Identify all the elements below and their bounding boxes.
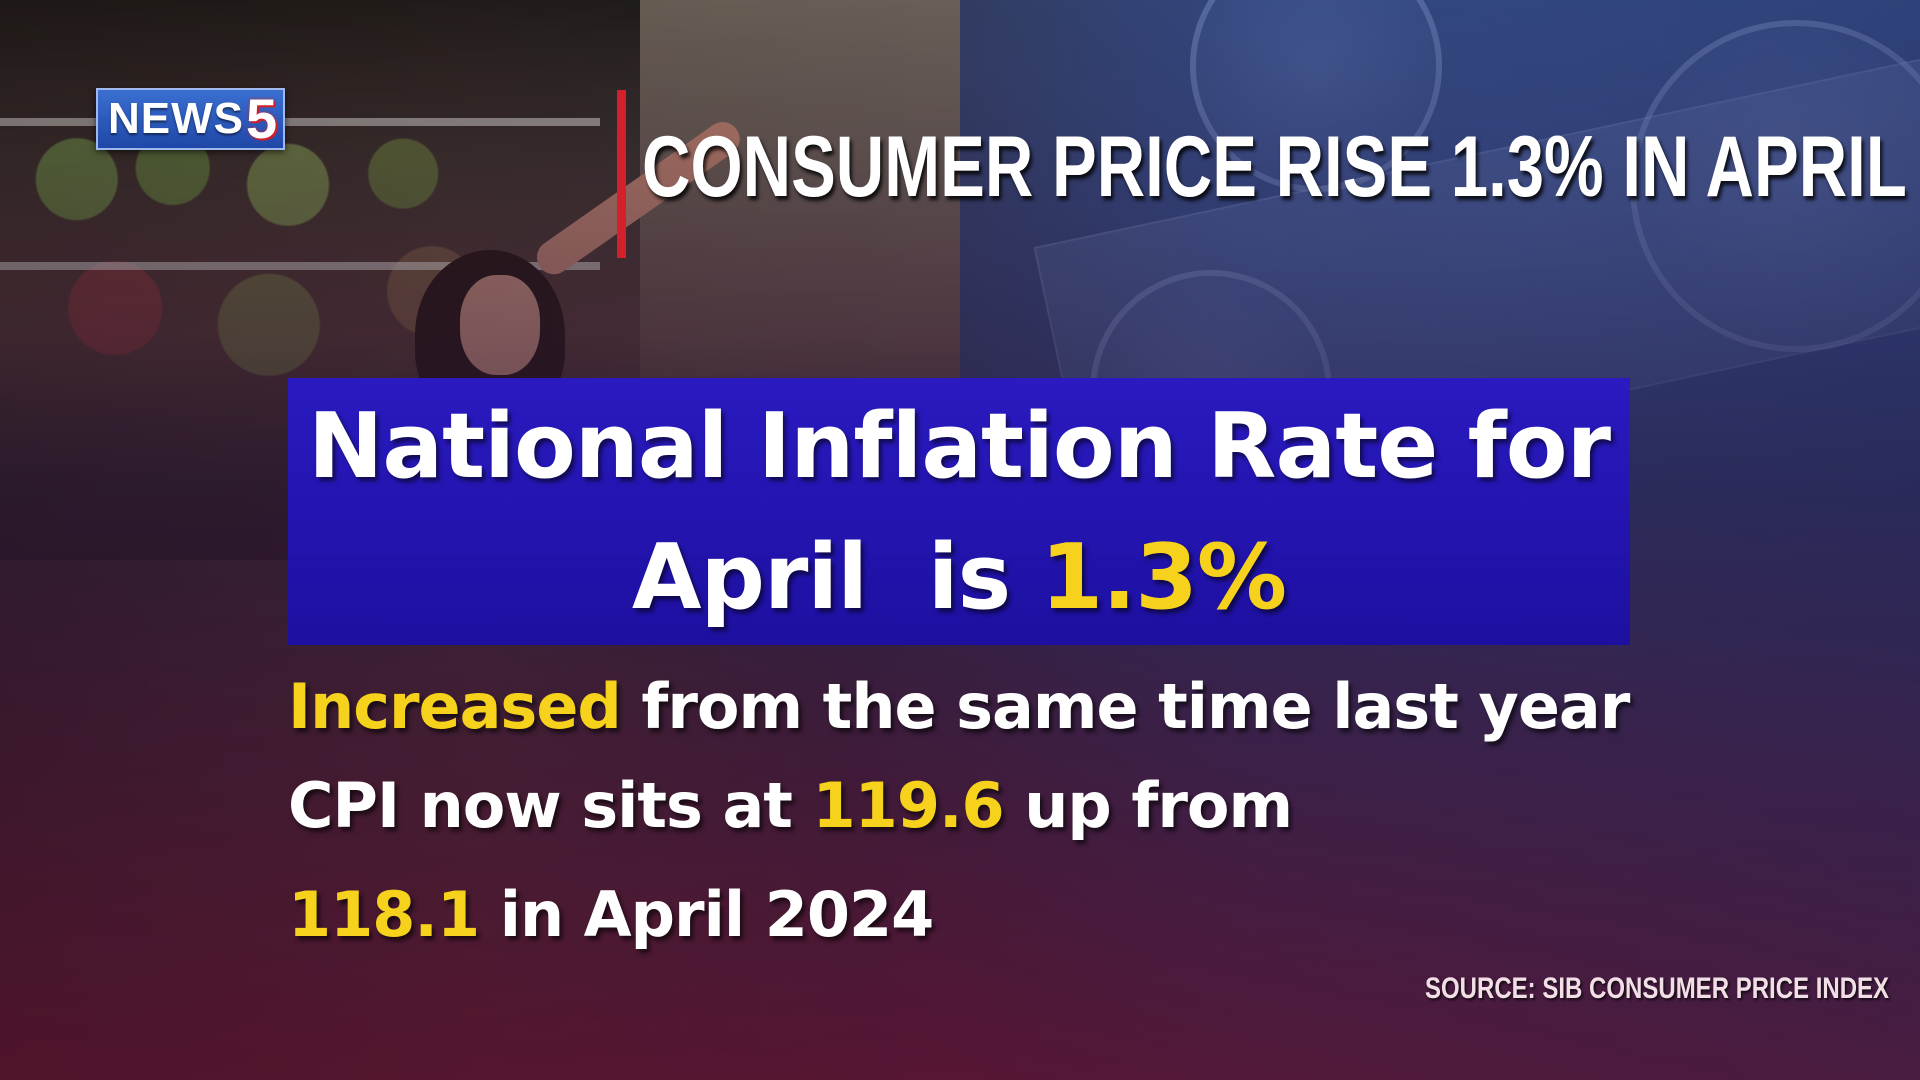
detail-line-3-text: in April 2024 xyxy=(479,878,935,951)
headline-accent-bar xyxy=(617,90,626,258)
detail-line-2: CPI now sits at 119.6 up from xyxy=(288,775,1293,837)
logo-number: 5 xyxy=(246,87,278,150)
news5-logo: NEWS 5 xyxy=(96,87,286,150)
source-credit: SOURCE: SIB CONSUMER PRICE INDEX xyxy=(1425,972,1890,1005)
detail-line-1-text: from the same time last year xyxy=(620,670,1630,743)
detail-line-1: Increased from the same time last year xyxy=(288,676,1630,738)
detail-line-3: 118.1 in April 2024 xyxy=(288,884,934,946)
cpi-previous-value: 118.1 xyxy=(288,878,480,951)
inflation-rate-value: 1.3% xyxy=(1040,525,1287,630)
cpi-current-value: 119.6 xyxy=(812,769,1005,842)
main-box-line-1: National Inflation Rate for xyxy=(308,394,1611,499)
detail-line-2-prefix: CPI now sits at xyxy=(288,769,813,842)
inflation-rate-box: National Inflation Rate for April is 1.3… xyxy=(288,378,1630,645)
increased-highlight: Increased xyxy=(288,670,622,743)
main-box-line-2: April is 1.3% xyxy=(288,533,1630,623)
logo-text: NEWS xyxy=(108,94,244,143)
main-box-line-2-text: April is xyxy=(631,525,1041,630)
detail-line-2-suffix: up from xyxy=(1003,769,1293,842)
headline: CONSUMER PRICE RISE 1.3% IN APRIL xyxy=(642,119,1907,215)
